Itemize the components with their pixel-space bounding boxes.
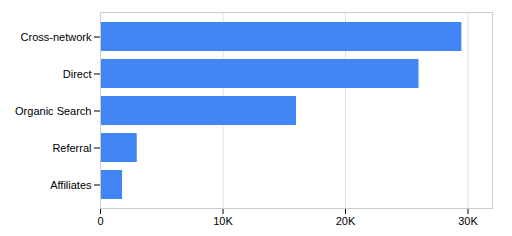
- svg-text:30K: 30K: [458, 215, 478, 227]
- svg-text:Cross-network: Cross-network: [21, 31, 92, 43]
- svg-text:Referral: Referral: [52, 142, 91, 154]
- svg-text:10K: 10K: [213, 215, 233, 227]
- svg-text:Affiliates: Affiliates: [50, 179, 92, 191]
- svg-text:0: 0: [97, 215, 103, 227]
- svg-text:20K: 20K: [336, 215, 356, 227]
- svg-text:Direct: Direct: [63, 68, 92, 80]
- svg-text:Organic Search: Organic Search: [15, 105, 91, 117]
